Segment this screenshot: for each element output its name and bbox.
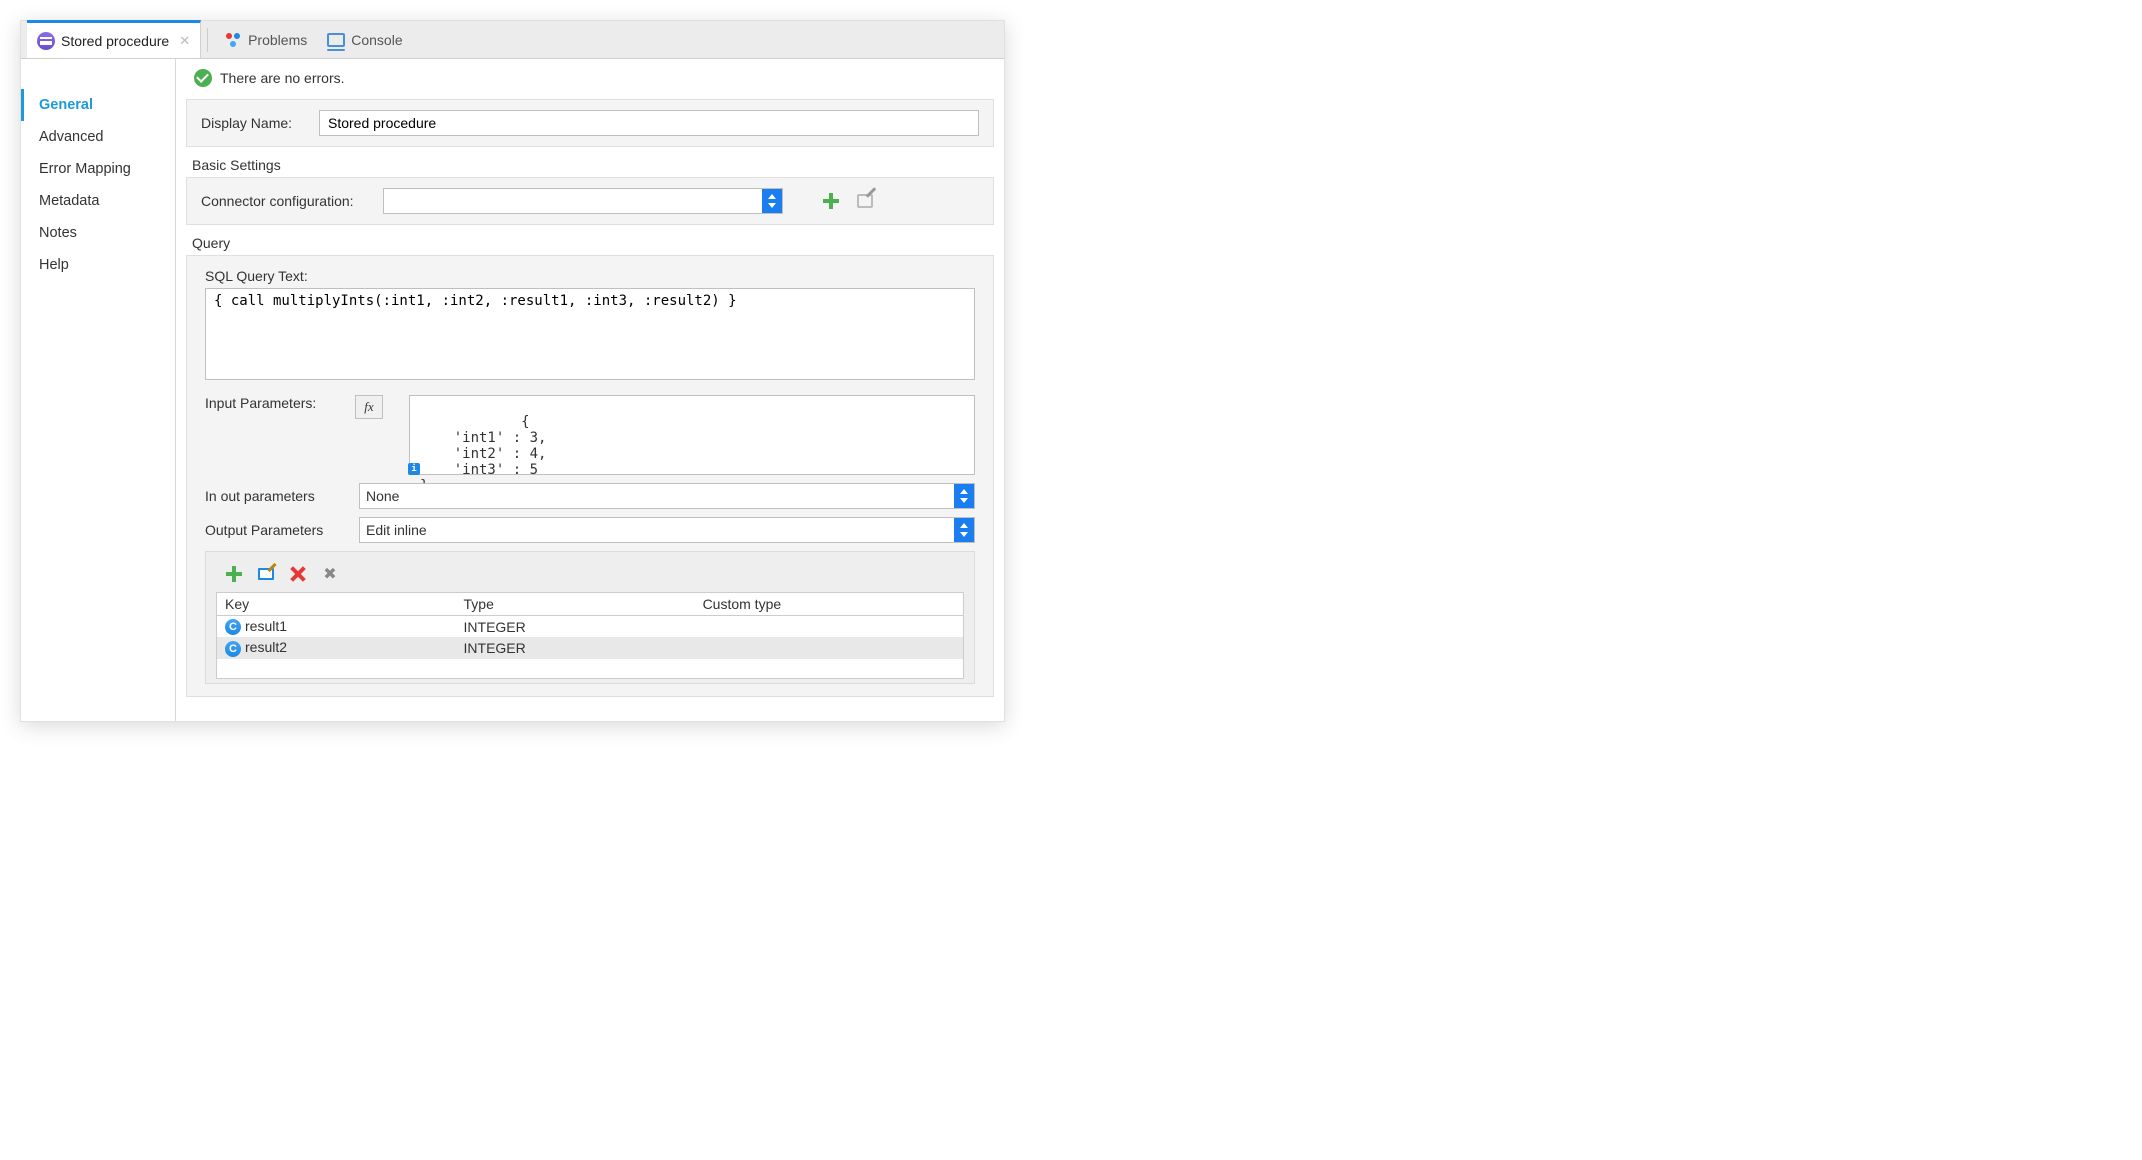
cell-key: result1 [245, 618, 287, 634]
input-params-label: Input Parameters: [205, 395, 345, 411]
edit-icon [857, 194, 873, 208]
col-key: Key [217, 593, 456, 616]
status-message: There are no errors. [220, 70, 345, 86]
fx-button[interactable]: fx [355, 395, 383, 419]
fx-icon: fx [364, 399, 373, 415]
info-icon: i [408, 463, 420, 475]
table-row-empty [217, 659, 964, 679]
output-params-value: Edit inline [360, 518, 954, 542]
tab-console[interactable]: Console [317, 21, 412, 59]
sidebar-item-advanced[interactable]: Advanced [21, 121, 175, 153]
output-params-label: Output Parameters [205, 522, 349, 538]
basic-settings-title: Basic Settings [192, 157, 994, 173]
tab-label: Problems [248, 32, 307, 48]
in-out-dropdown[interactable]: None [359, 483, 975, 509]
cell-type: INTEGER [456, 637, 695, 658]
console-icon [327, 33, 345, 47]
query-title: Query [192, 235, 994, 251]
input-params-text[interactable]: { 'int1' : 3, 'int2' : 4, 'int3' : 5 } i [409, 395, 975, 475]
param-icon: C [225, 641, 241, 657]
connector-config-dropdown[interactable] [383, 188, 783, 214]
param-icon: C [225, 619, 241, 635]
output-table-panel: ✖ Key Type Custom type Cresult [205, 551, 975, 684]
main-panel: There are no errors. Display Name: Basic… [176, 59, 1004, 721]
problems-icon [224, 31, 242, 49]
sidebar: General Advanced Error Mapping Metadata … [21, 59, 176, 721]
sidebar-item-help[interactable]: Help [21, 249, 175, 281]
close-icon[interactable]: ✕ [179, 33, 190, 49]
table-toolbar: ✖ [216, 562, 964, 592]
display-name-panel: Display Name: [186, 99, 994, 147]
tab-stored-procedure[interactable]: Stored procedure ✕ [27, 20, 201, 58]
col-custom: Custom type [695, 593, 964, 616]
edit-row-button[interactable] [254, 562, 278, 586]
delete-row-button[interactable] [286, 562, 310, 586]
edit-config-button[interactable] [853, 189, 877, 213]
dropdown-arrows-icon [954, 518, 974, 542]
add-config-button[interactable] [819, 189, 843, 213]
tab-bar: Stored procedure ✕ Problems Console [21, 21, 1004, 59]
delete-icon [290, 566, 306, 582]
cell-type: INTEGER [456, 616, 695, 638]
wrench-icon: ✖ [323, 564, 336, 584]
input-params-content: { 'int1' : 3, 'int2' : 4, 'int3' : 5 } [420, 414, 546, 494]
display-name-label: Display Name: [201, 115, 309, 131]
sql-query-text[interactable]: { call multiplyInts(:int1, :int2, :resul… [205, 288, 975, 380]
sidebar-item-notes[interactable]: Notes [21, 217, 175, 249]
cell-key: result2 [245, 639, 287, 655]
connector-config-label: Connector configuration: [201, 193, 373, 209]
in-out-label: In out parameters [205, 488, 349, 504]
output-params-table: Key Type Custom type Cresult1 INTEGER [216, 592, 964, 679]
output-params-dropdown[interactable]: Edit inline [359, 517, 975, 543]
sidebar-item-error-mapping[interactable]: Error Mapping [21, 153, 175, 185]
sidebar-item-general[interactable]: General [21, 89, 175, 121]
dropdown-arrows-icon [762, 189, 782, 213]
query-panel: SQL Query Text: { call multiplyInts(:int… [186, 255, 994, 697]
dropdown-arrows-icon [954, 484, 974, 508]
table-row[interactable]: Cresult2 INTEGER [217, 637, 964, 658]
add-row-button[interactable] [222, 562, 246, 586]
tab-label: Console [351, 32, 402, 48]
sidebar-item-metadata[interactable]: Metadata [21, 185, 175, 217]
connector-config-value [384, 189, 762, 213]
sql-label: SQL Query Text: [205, 268, 975, 284]
plus-icon [823, 193, 839, 209]
cell-custom [695, 616, 964, 638]
tab-label: Stored procedure [61, 33, 169, 49]
table-row[interactable]: Cresult1 INTEGER [217, 616, 964, 638]
tools-button[interactable]: ✖ [318, 562, 342, 586]
plus-icon [226, 566, 242, 582]
check-icon [194, 69, 212, 87]
status-bar: There are no errors. [176, 59, 1004, 95]
cell-custom [695, 637, 964, 658]
col-type: Type [456, 593, 695, 616]
basic-settings-panel: Connector configuration: [186, 177, 994, 225]
tab-separator [207, 28, 208, 52]
display-name-input[interactable] [319, 110, 979, 136]
tab-problems[interactable]: Problems [214, 21, 317, 59]
in-out-value: None [360, 484, 954, 508]
stored-procedure-icon [37, 32, 55, 50]
editor-window: Stored procedure ✕ Problems Console Gene… [20, 20, 1005, 722]
edit-icon [258, 568, 274, 580]
